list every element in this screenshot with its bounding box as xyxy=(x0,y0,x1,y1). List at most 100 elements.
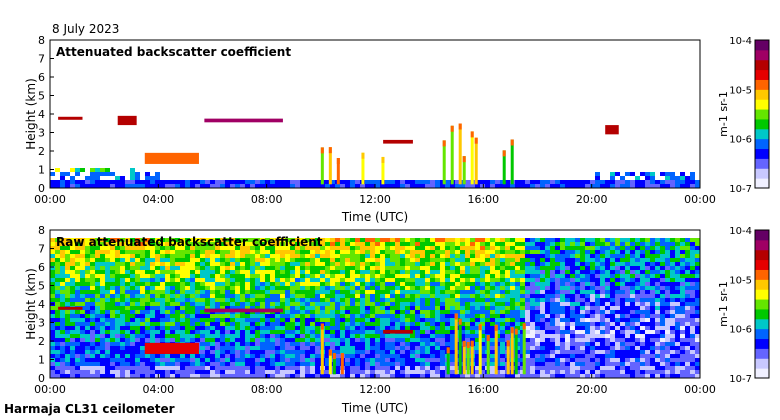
backscatter-cell xyxy=(665,246,670,250)
backscatter-cell xyxy=(105,270,110,274)
backscatter-cell xyxy=(480,310,485,314)
backscatter-cell xyxy=(240,262,245,266)
backscatter-cell xyxy=(175,270,180,274)
backscatter-cell xyxy=(105,238,110,242)
backscatter-cell xyxy=(320,306,325,310)
backscatter-cell xyxy=(70,290,75,294)
backscatter-cell xyxy=(595,282,600,286)
backscatter-cell xyxy=(680,278,685,282)
backscatter-cell xyxy=(545,330,550,334)
backscatter-cell xyxy=(680,370,685,374)
backscatter-cell xyxy=(210,330,215,334)
backscatter-cell xyxy=(640,342,645,346)
backscatter-cell xyxy=(195,334,200,338)
backscatter-cell xyxy=(670,314,675,318)
backscatter-cell xyxy=(585,354,590,358)
backscatter-cell xyxy=(170,286,175,290)
backscatter-cell xyxy=(200,246,205,250)
backscatter-cell xyxy=(675,242,680,246)
backscatter-cell xyxy=(665,350,670,354)
backscatter-cell xyxy=(450,254,455,258)
backscatter-cell xyxy=(525,366,530,370)
backscatter-cell xyxy=(185,306,190,310)
backscatter-feature xyxy=(506,340,510,347)
backscatter-cell xyxy=(260,262,265,266)
backscatter-cell xyxy=(320,282,325,286)
backscatter-cell xyxy=(335,290,340,294)
backscatter-cell xyxy=(185,338,190,342)
backscatter-cell xyxy=(275,184,280,188)
backscatter-cell xyxy=(530,270,535,274)
backscatter-cell xyxy=(665,338,670,342)
backscatter-cell xyxy=(90,242,95,246)
backscatter-cell xyxy=(680,338,685,342)
backscatter-cell xyxy=(105,278,110,282)
backscatter-cell xyxy=(315,298,320,302)
backscatter-cell xyxy=(265,180,270,184)
backscatter-cell xyxy=(310,330,315,334)
backscatter-cell xyxy=(590,338,595,342)
backscatter-cell xyxy=(380,298,385,302)
backscatter-cell xyxy=(280,322,285,326)
backscatter-cell xyxy=(490,346,495,350)
backscatter-cell xyxy=(500,314,505,318)
backscatter-cell xyxy=(195,270,200,274)
backscatter-cell xyxy=(355,270,360,274)
backscatter-cell xyxy=(300,334,305,338)
backscatter-cell xyxy=(660,362,665,366)
backscatter-cell xyxy=(470,238,475,242)
backscatter-cell xyxy=(250,298,255,302)
backscatter-cell xyxy=(395,282,400,286)
backscatter-cell xyxy=(145,302,150,306)
backscatter-cell xyxy=(435,342,440,346)
backscatter-cell xyxy=(215,330,220,334)
backscatter-cell xyxy=(695,334,700,338)
backscatter-cell xyxy=(265,250,270,254)
backscatter-cell xyxy=(150,322,155,326)
backscatter-cell xyxy=(350,374,355,378)
backscatter-cell xyxy=(375,184,380,188)
backscatter-cell xyxy=(425,358,430,362)
backscatter-cell xyxy=(200,242,205,246)
backscatter-cell xyxy=(510,254,515,258)
backscatter-cell xyxy=(590,180,595,184)
backscatter-cell xyxy=(640,306,645,310)
backscatter-cell xyxy=(530,290,535,294)
backscatter-cell xyxy=(255,306,260,310)
backscatter-cell xyxy=(420,184,425,188)
backscatter-cell xyxy=(620,374,625,378)
backscatter-cell xyxy=(475,358,480,362)
backscatter-cell xyxy=(185,310,190,314)
backscatter-cell xyxy=(160,286,165,290)
backscatter-cell xyxy=(435,306,440,310)
backscatter-cell xyxy=(460,290,465,294)
backscatter-cell xyxy=(495,246,500,250)
backscatter-cell xyxy=(570,258,575,262)
backscatter-cell xyxy=(665,362,670,366)
backscatter-cell xyxy=(435,262,440,266)
backscatter-cell xyxy=(105,184,110,188)
backscatter-cell xyxy=(495,270,500,274)
backscatter-cell xyxy=(100,326,105,330)
backscatter-cell xyxy=(225,338,230,342)
backscatter-cell xyxy=(165,184,170,188)
backscatter-cell xyxy=(545,290,550,294)
backscatter-cell xyxy=(150,246,155,250)
backscatter-cell xyxy=(160,366,165,370)
backscatter-cell xyxy=(610,310,615,314)
backscatter-cell xyxy=(365,184,370,188)
backscatter-cell xyxy=(180,370,185,374)
backscatter-cell xyxy=(310,326,315,330)
backscatter-cell xyxy=(430,322,435,326)
backscatter-cell xyxy=(670,290,675,294)
backscatter-cell xyxy=(255,374,260,378)
backscatter-cell xyxy=(390,286,395,290)
backscatter-cell xyxy=(215,358,220,362)
backscatter-feature xyxy=(494,324,498,331)
backscatter-cell xyxy=(220,258,225,262)
backscatter-cell xyxy=(655,270,660,274)
backscatter-cell xyxy=(390,258,395,262)
backscatter-cell xyxy=(220,342,225,346)
backscatter-cell xyxy=(480,274,485,278)
backscatter-cell xyxy=(440,342,445,346)
